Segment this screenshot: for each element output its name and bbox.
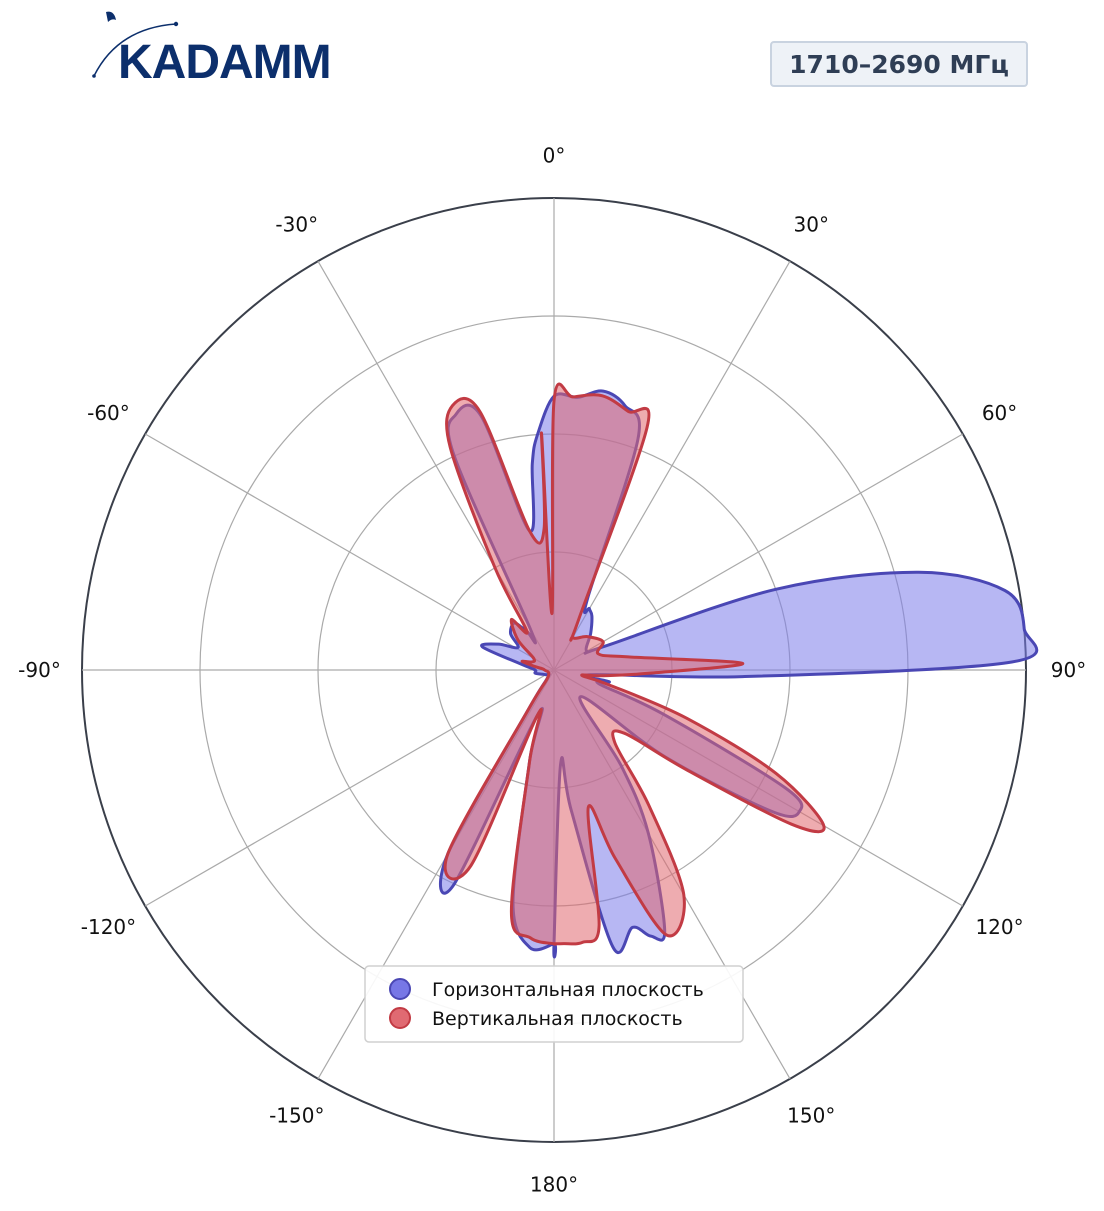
legend: Горизонтальная плоскость Вертикальная пло… xyxy=(364,965,744,1043)
polar-grid-spoke xyxy=(144,669,555,907)
angle-tick-label: 120° xyxy=(975,915,1023,939)
polar-grid-spoke xyxy=(553,260,791,671)
angle-tick-label: -30° xyxy=(275,212,318,236)
polar-grid-spoke xyxy=(553,433,964,671)
legend-marker xyxy=(389,1007,411,1029)
angle-tick-label: -150° xyxy=(269,1104,324,1128)
angle-tick-label: 60° xyxy=(982,401,1017,425)
logo-arc-dot-2 xyxy=(92,74,96,78)
kadamm-logo-graphic: KADAMM xyxy=(92,11,332,89)
angle-tick-label: -90° xyxy=(18,658,61,682)
polar-grid-spoke xyxy=(144,433,555,671)
angle-tick-label: -120° xyxy=(81,915,136,939)
angle-tick-label: -60° xyxy=(87,401,130,425)
angle-tick-label: 30° xyxy=(794,212,829,236)
logo-arc-dot xyxy=(173,21,179,27)
frequency-band-label: 1710–2690 МГц xyxy=(789,49,1009,79)
kadamm-logo: KADAMM xyxy=(88,8,368,89)
legend-box xyxy=(364,965,744,1043)
series-layer xyxy=(438,382,1039,959)
series-pattern-vertical xyxy=(443,382,826,946)
legend-label: Горизонтальная плоскость xyxy=(432,979,704,1001)
angle-tick-label: 150° xyxy=(787,1104,835,1128)
angle-tick-labels: 0° 30° 60° 90° 120° 150° 180° -150° -120° -90° -60… xyxy=(18,144,1086,1197)
angle-tick-label: 0° xyxy=(543,144,566,168)
legend-marker xyxy=(389,978,411,1000)
angle-tick-label: 90° xyxy=(1051,658,1086,682)
logo-arc xyxy=(93,23,177,77)
angle-tick-label: 180° xyxy=(530,1172,578,1196)
logo-swoosh xyxy=(106,11,116,22)
logo-text: KADAMM xyxy=(118,36,331,88)
legend-label: Вертикальная плоскость xyxy=(432,1008,683,1030)
frequency-band-badge: 1710–2690 МГц xyxy=(770,41,1028,87)
